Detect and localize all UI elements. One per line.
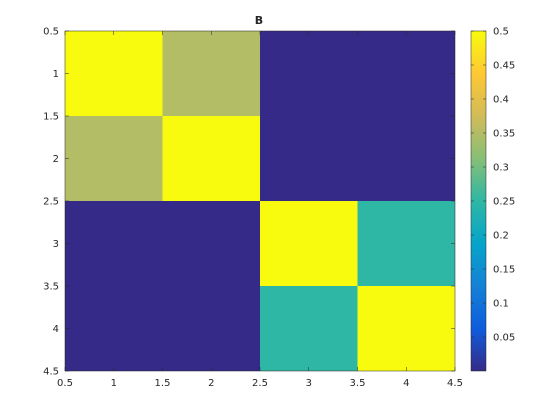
heatmap-cell-r2-c1 <box>65 116 163 201</box>
x-tick-label: 0.5 <box>57 378 73 389</box>
x-tick-label: 1.5 <box>155 378 171 389</box>
x-axis: 0.5 1 1.5 2 2.5 3 3.5 4 4.5 <box>57 31 463 389</box>
chart-title: B <box>255 14 263 27</box>
heatmap-cell-r2-c4 <box>357 116 455 201</box>
heatmap-cell-r1-c1 <box>65 31 163 116</box>
x-tick-label: 1 <box>111 378 117 389</box>
y-tick-label: 3.5 <box>43 282 59 293</box>
heatmap-cell-r2-c3 <box>260 116 358 201</box>
colorbar-tick-label: 0.15 <box>493 265 515 276</box>
y-tick-label: 2 <box>53 154 59 165</box>
colorbar: 0.05 0.1 0.15 0.2 0.25 0.3 0.35 0.4 0.45 0.5 <box>470 27 515 372</box>
x-tick-label: 2 <box>208 378 214 389</box>
colorbar-tick-label: 0.3 <box>493 163 509 174</box>
heatmap-cell-r1-c2 <box>162 31 260 116</box>
heatmap-cell-r3-c1 <box>65 201 163 286</box>
colorbar-tick-label: 0.4 <box>493 95 509 106</box>
colorbar-tick-label: 0.25 <box>493 197 515 208</box>
heatmap-cell-r3-c3 <box>260 201 358 286</box>
colorbar-tick-label: 0.1 <box>493 299 509 310</box>
y-tick-label: 4 <box>53 324 59 335</box>
x-tick-label: 3.5 <box>350 378 366 389</box>
heatmap-cells <box>65 31 455 371</box>
y-tick-label: 3 <box>53 239 59 250</box>
y-axis: 0.5 1 1.5 2 2.5 3 3.5 4 4.5 <box>43 27 455 378</box>
y-tick-label: 1.5 <box>43 112 59 123</box>
heatmap-cell-r1-c3 <box>260 31 358 116</box>
y-tick-label: 2.5 <box>43 197 59 208</box>
colorbar-tick-label: 0.2 <box>493 231 509 242</box>
heatmap-cell-r4-c4 <box>357 286 455 371</box>
heatmap-cell-r4-c2 <box>162 286 260 371</box>
colorbar-tick-label: 0.05 <box>493 333 515 344</box>
colorbar-tick-label: 0.35 <box>493 129 515 140</box>
heatmap-cell-r2-c2 <box>162 116 260 201</box>
heatmap-cell-r1-c4 <box>357 31 455 116</box>
x-tick-label: 3 <box>306 378 312 389</box>
x-tick-label: 2.5 <box>252 378 268 389</box>
colorbar-tick-label: 0.45 <box>493 61 515 72</box>
colorbar-gradient <box>471 31 486 371</box>
heatmap-cell-r4-c1 <box>65 286 163 371</box>
y-tick-label: 4.5 <box>43 367 59 378</box>
heatmap-cell-r4-c3 <box>260 286 358 371</box>
x-tick-label: 4 <box>403 378 409 389</box>
heatmap-cell-r3-c4 <box>357 201 455 286</box>
heatmap-cell-r3-c2 <box>162 201 260 286</box>
y-tick-label: 1 <box>53 69 59 80</box>
colorbar-tick-label: 0.5 <box>493 27 509 38</box>
x-tick-label: 4.5 <box>447 378 463 389</box>
y-tick-label: 0.5 <box>43 27 59 38</box>
